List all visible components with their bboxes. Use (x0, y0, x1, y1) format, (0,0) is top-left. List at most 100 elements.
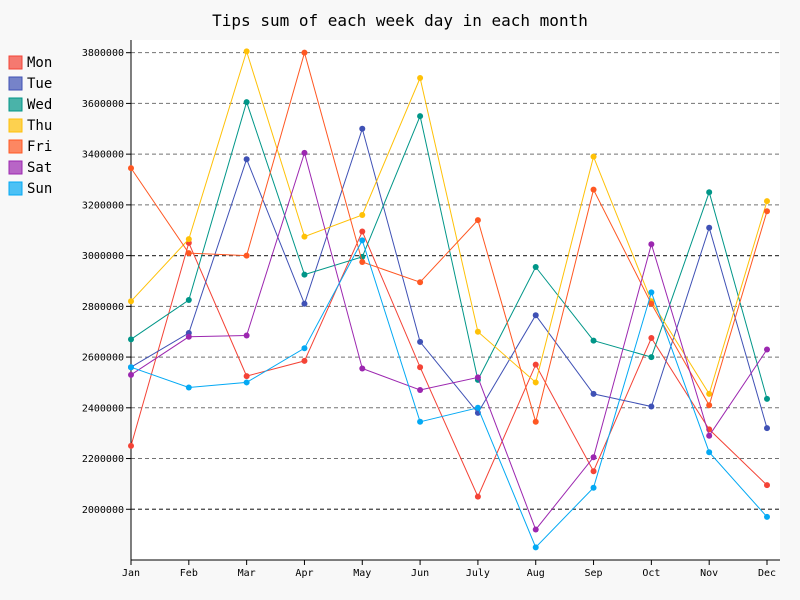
data-point[interactable] (764, 395, 770, 402)
data-point[interactable] (590, 337, 597, 344)
data-point[interactable] (301, 357, 308, 364)
data-point[interactable] (417, 113, 424, 120)
data-point[interactable] (706, 390, 713, 397)
data-point[interactable] (764, 208, 770, 215)
data-point[interactable] (417, 338, 424, 345)
data-point[interactable] (185, 333, 192, 340)
data-point[interactable] (128, 336, 134, 343)
data-point[interactable] (243, 99, 250, 106)
data-point[interactable] (532, 312, 539, 319)
y-tick-label: 2800000 (82, 302, 124, 313)
data-point[interactable] (359, 258, 366, 265)
chart-title: Tips sum of each week day in each month (212, 11, 588, 30)
x-tick-label: Oct (642, 568, 660, 579)
data-point[interactable] (764, 425, 770, 432)
data-point[interactable] (532, 379, 539, 386)
legend-label: Wed (27, 97, 52, 113)
data-point[interactable] (532, 544, 539, 551)
data-point[interactable] (301, 345, 308, 352)
data-point[interactable] (243, 48, 250, 55)
data-point[interactable] (243, 332, 250, 339)
data-point[interactable] (128, 364, 134, 371)
data-point[interactable] (301, 271, 308, 278)
data-point[interactable] (590, 468, 597, 475)
series-thu (128, 48, 770, 397)
data-point[interactable] (474, 374, 481, 381)
data-point[interactable] (301, 233, 308, 240)
data-point[interactable] (706, 449, 713, 456)
series-line-sun (130, 239, 768, 549)
legend-label: Mon (27, 55, 52, 71)
data-point[interactable] (417, 75, 424, 82)
data-point[interactable] (128, 442, 134, 449)
data-point[interactable] (243, 379, 250, 386)
data-point[interactable] (301, 49, 308, 56)
data-point[interactable] (128, 371, 134, 378)
data-point[interactable] (648, 289, 655, 296)
series-line-fri (130, 50, 768, 424)
x-tick-label: July (466, 568, 490, 579)
series-sun (128, 237, 770, 551)
data-point[interactable] (185, 384, 192, 391)
series-fri (128, 49, 770, 425)
data-point[interactable] (243, 252, 250, 259)
data-point[interactable] (359, 125, 366, 132)
data-point[interactable] (590, 390, 597, 397)
data-point[interactable] (474, 493, 481, 500)
data-point[interactable] (417, 387, 424, 394)
legend-item-tue[interactable]: Tue (8, 76, 52, 92)
data-point[interactable] (359, 228, 366, 235)
legend-item-sat[interactable]: Sat (8, 160, 52, 176)
data-point[interactable] (128, 298, 134, 305)
data-point[interactable] (474, 217, 481, 224)
data-point[interactable] (417, 279, 424, 286)
data-point[interactable] (359, 365, 366, 372)
data-point[interactable] (359, 237, 366, 244)
data-point[interactable] (706, 224, 713, 231)
data-point[interactable] (764, 346, 770, 353)
data-point[interactable] (417, 418, 424, 425)
data-point[interactable] (359, 212, 366, 219)
data-point[interactable] (706, 189, 713, 196)
legend-item-mon[interactable]: Mon (8, 55, 52, 71)
data-point[interactable] (185, 297, 192, 303)
data-point[interactable] (532, 264, 539, 271)
data-point[interactable] (706, 402, 713, 409)
data-point[interactable] (532, 526, 539, 533)
y-tick-label: 2200000 (82, 454, 124, 465)
data-point[interactable] (532, 361, 539, 368)
data-point[interactable] (764, 198, 770, 205)
data-point[interactable] (648, 354, 655, 361)
data-point[interactable] (590, 484, 597, 491)
data-point[interactable] (648, 241, 655, 248)
x-tick-label: Apr (295, 568, 313, 579)
x-tick-label: Dec (758, 568, 776, 579)
data-point[interactable] (185, 250, 192, 257)
data-point[interactable] (243, 156, 250, 163)
series-line-mon (130, 230, 768, 498)
data-point[interactable] (648, 335, 655, 342)
data-point[interactable] (590, 153, 597, 160)
data-point[interactable] (243, 373, 250, 380)
data-point[interactable] (590, 186, 597, 193)
data-point[interactable] (532, 418, 539, 425)
data-point[interactable] (648, 403, 655, 410)
data-point[interactable] (648, 300, 655, 307)
data-point[interactable] (474, 328, 481, 335)
legend-item-thu[interactable]: Thu (8, 118, 52, 134)
data-point[interactable] (474, 404, 481, 411)
data-point[interactable] (417, 364, 424, 371)
x-tick-label: Mar (238, 568, 256, 579)
data-point[interactable] (706, 432, 713, 439)
data-point[interactable] (128, 165, 134, 172)
legend-item-sun[interactable]: Sun (8, 181, 52, 197)
legend-item-fri[interactable]: Fri (8, 139, 52, 155)
data-point[interactable] (764, 482, 770, 489)
data-point[interactable] (185, 236, 192, 243)
data-point[interactable] (590, 454, 597, 461)
data-point[interactable] (301, 149, 308, 156)
data-point[interactable] (301, 300, 308, 307)
data-point[interactable] (764, 513, 770, 520)
legend-item-wed[interactable]: Wed (8, 97, 52, 113)
